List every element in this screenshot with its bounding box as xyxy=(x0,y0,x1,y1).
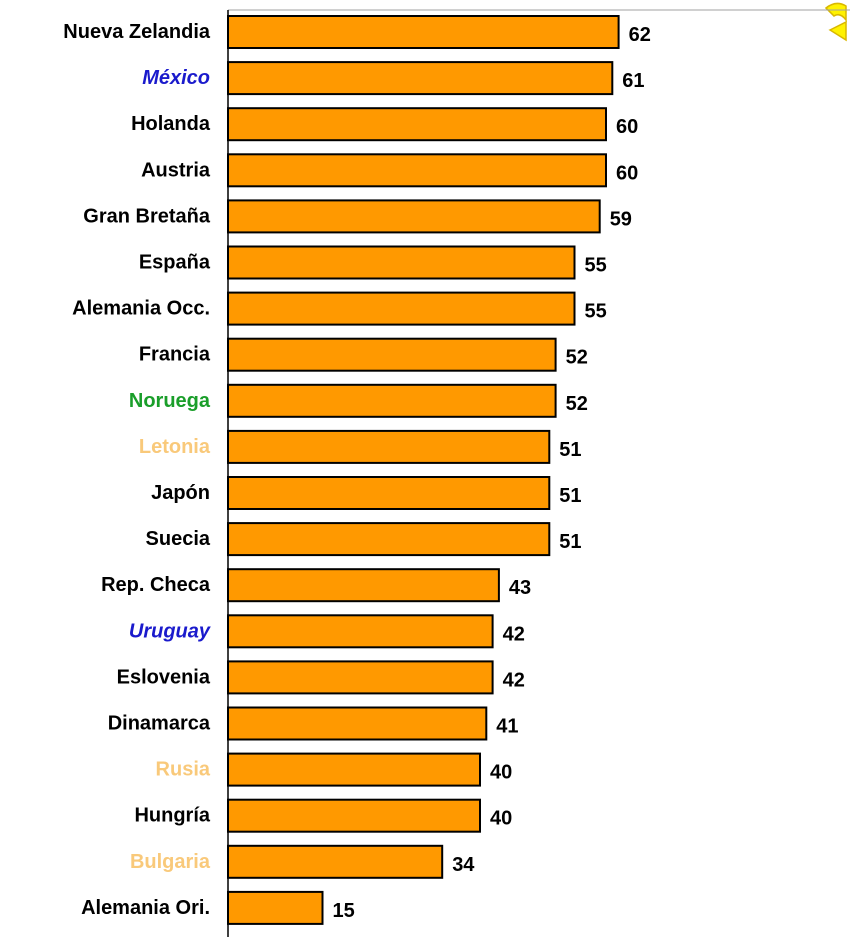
bar xyxy=(227,61,614,96)
bar xyxy=(227,245,576,280)
bar xyxy=(227,706,488,741)
data-label: 55 xyxy=(585,255,607,277)
data-label: 42 xyxy=(503,669,525,691)
bar xyxy=(227,890,324,925)
data-label: 51 xyxy=(559,439,581,461)
category-label: Alemania Ori. xyxy=(81,897,210,919)
category-label: Holanda xyxy=(131,113,211,135)
data-label: 51 xyxy=(559,485,581,507)
category-label: Eslovenia xyxy=(117,666,211,688)
data-label: 60 xyxy=(616,162,638,184)
decorative-corner-arrow xyxy=(824,2,847,42)
data-label: 55 xyxy=(585,301,607,323)
category-label: Alemania Occ. xyxy=(72,298,210,320)
bar xyxy=(227,153,607,188)
category-label: Dinamarca xyxy=(108,713,211,735)
category-label: Hungría xyxy=(134,805,210,827)
data-label: 34 xyxy=(452,854,475,876)
bars-layer xyxy=(227,15,620,925)
bar xyxy=(227,429,551,464)
bar xyxy=(227,476,551,510)
category-label: Japón xyxy=(151,482,210,504)
bar xyxy=(227,337,557,372)
data-label: 60 xyxy=(616,116,638,138)
bar xyxy=(227,15,620,49)
bar xyxy=(227,291,576,326)
data-label: 62 xyxy=(629,24,651,46)
category-label: Austria xyxy=(141,159,211,181)
data-label: 40 xyxy=(490,762,512,784)
data-label: 42 xyxy=(503,623,525,645)
bar xyxy=(227,568,500,603)
bar xyxy=(227,798,481,833)
bar xyxy=(227,522,551,557)
bar xyxy=(227,752,481,787)
category-label: Bulgaria xyxy=(130,851,211,873)
data-label: 43 xyxy=(509,577,531,599)
bar xyxy=(227,107,607,142)
data-label: 52 xyxy=(566,347,588,369)
data-label: 41 xyxy=(496,716,518,738)
bar xyxy=(227,614,494,649)
category-label: Francia xyxy=(139,344,211,366)
category-label: Rusia xyxy=(156,759,211,781)
data-label: 51 xyxy=(559,531,581,553)
data-label: 15 xyxy=(333,900,355,922)
category-label: Gran Bretaña xyxy=(83,205,211,227)
data-label: 61 xyxy=(622,70,644,92)
category-label: México xyxy=(142,67,210,89)
data-label: 40 xyxy=(490,808,512,830)
category-label: Noruega xyxy=(129,390,211,412)
bar xyxy=(227,844,444,879)
data-label: 59 xyxy=(610,208,632,230)
category-label: España xyxy=(139,252,211,274)
data-label: 52 xyxy=(566,393,588,415)
bar xyxy=(227,660,494,695)
bar xyxy=(227,199,601,234)
bar xyxy=(227,383,557,418)
category-label: Uruguay xyxy=(129,620,211,642)
category-labels: Nueva Zelandia México Holanda Austria Gran B… xyxy=(63,21,211,919)
category-label: Nueva Zelandia xyxy=(63,21,211,43)
category-label: Letonia xyxy=(139,436,211,458)
category-label: Rep. Checa xyxy=(101,574,211,596)
category-label: Suecia xyxy=(146,528,211,550)
data-labels: 62 61 60 60 59 55 55 52 52 51 51 51 43 42 42 41 40 40 34 15 xyxy=(333,24,651,922)
